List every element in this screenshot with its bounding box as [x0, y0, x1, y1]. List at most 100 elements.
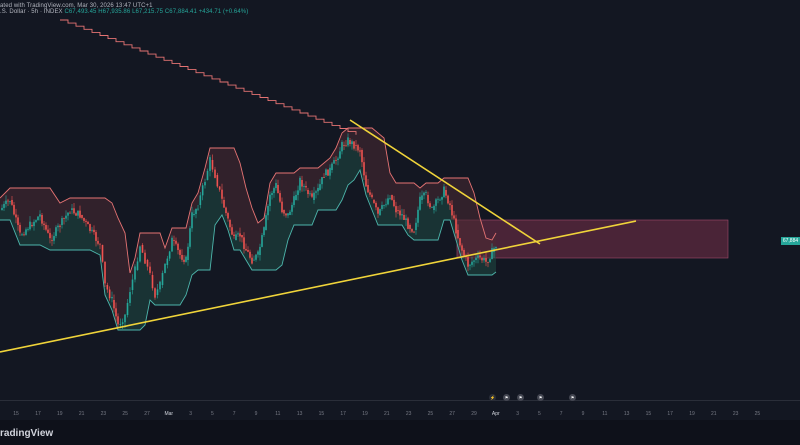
time-tick-label: 17 [340, 411, 346, 417]
candle-body [151, 275, 154, 289]
candle-body [427, 195, 429, 204]
candle-body [389, 198, 391, 200]
candle-body [134, 266, 136, 280]
candle-body [121, 322, 124, 324]
candle-body [279, 193, 281, 202]
candle-body [365, 175, 367, 187]
candle-body [149, 266, 151, 273]
candle-body [108, 289, 111, 299]
candle-body [233, 234, 235, 237]
symbol-name: .S. Dollar · 5h · INDEX [0, 9, 63, 15]
candle-body [218, 186, 221, 190]
candle-body [75, 213, 77, 216]
candle-body [265, 215, 267, 230]
tradingview-logo[interactable]: radingView [0, 428, 54, 439]
candle-body [3, 203, 5, 208]
price-change: +434.71 (+0.64%) [198, 9, 249, 15]
candle-body [305, 185, 307, 188]
time-tick-label: 19 [57, 411, 63, 417]
flag-icon[interactable]: ⚑ [503, 394, 510, 401]
chart-header: ated with TradingView.com, Mar 30, 2026 … [0, 3, 248, 15]
candle-body [166, 258, 169, 265]
candle-body [461, 245, 463, 251]
candle-body [31, 225, 33, 227]
candle-body [415, 222, 417, 230]
candle-body [119, 323, 122, 325]
candle-body [471, 261, 473, 265]
candle-body [311, 193, 313, 197]
candle-body [111, 296, 113, 299]
time-tick-label: 3 [516, 411, 519, 417]
candle-body [175, 240, 177, 244]
lightning-icon[interactable]: ⚡ [489, 394, 496, 401]
time-tick-label: 13 [296, 411, 303, 417]
candle-body [251, 257, 253, 264]
flag-icon[interactable]: ⚑ [517, 394, 524, 401]
candle-body [417, 209, 419, 223]
candle-body [57, 225, 59, 228]
candle-body [327, 169, 329, 176]
footer: radingView [0, 420, 800, 445]
candle-body [405, 218, 407, 220]
time-tick-label: 27 [144, 411, 150, 417]
supertrend-bear-cloud [0, 128, 496, 325]
supertrend-support-line [0, 168, 497, 331]
candle-body [49, 232, 51, 239]
candle-body [351, 141, 353, 145]
supertrend-resistance-line [0, 127, 497, 274]
time-tick-label: 9 [581, 411, 585, 417]
candle-body [307, 190, 309, 195]
candle-body [479, 255, 481, 258]
candle-body [191, 212, 193, 229]
candle-body [113, 300, 115, 309]
candle-body [1, 207, 3, 210]
time-tick-label: 23 [732, 411, 739, 417]
descending-trendline [349, 119, 541, 245]
candle-body [85, 220, 87, 222]
time-axis[interactable]: 15 17 19 21 23 25 27 Mar 3 5 7 9 11 13 15 17 19 21 23 25 27 2… [0, 400, 800, 421]
candle-body [321, 177, 323, 185]
candle-body [385, 204, 387, 206]
candle-body [197, 208, 199, 210]
candle-body [475, 257, 477, 260]
candle-body [383, 205, 385, 206]
candle-body [407, 218, 409, 229]
candle-body [323, 177, 325, 178]
candle-body [453, 215, 455, 219]
candle-body [239, 233, 241, 237]
chart-area[interactable] [0, 0, 800, 400]
candle-body [126, 302, 129, 315]
flag-icon[interactable]: ⚑ [569, 394, 576, 401]
last-price-label: 67,884 [781, 237, 800, 245]
candle-body [285, 213, 287, 216]
candle-body [183, 259, 185, 262]
candle-body [177, 243, 179, 251]
time-tick-label: 13 [623, 411, 630, 417]
candle-body [413, 231, 415, 233]
candle-body [343, 145, 345, 146]
candle-body [263, 227, 265, 236]
time-tick-label: 17 [35, 411, 41, 417]
candle-body [273, 188, 275, 194]
candle-body [257, 251, 259, 255]
candle-body [457, 230, 459, 239]
time-tick-label: Mar [164, 411, 174, 417]
time-tick-label: 15 [13, 411, 19, 417]
candle-body [99, 243, 101, 245]
candle-body [381, 205, 383, 210]
candle-body [115, 308, 117, 317]
candle-body [139, 246, 141, 262]
candle-body [281, 201, 283, 213]
candle-body [441, 197, 443, 200]
candle-body [146, 260, 149, 267]
candle-body [467, 257, 469, 267]
candle-body [339, 151, 341, 159]
candle-body [106, 285, 109, 290]
candle-body [295, 194, 297, 200]
flag-icon[interactable]: ⚑ [537, 394, 544, 401]
candle-body [419, 196, 421, 210]
candle-body [411, 228, 413, 232]
candle-body [391, 195, 393, 200]
candle-body [173, 240, 175, 241]
candle-body [341, 142, 343, 152]
